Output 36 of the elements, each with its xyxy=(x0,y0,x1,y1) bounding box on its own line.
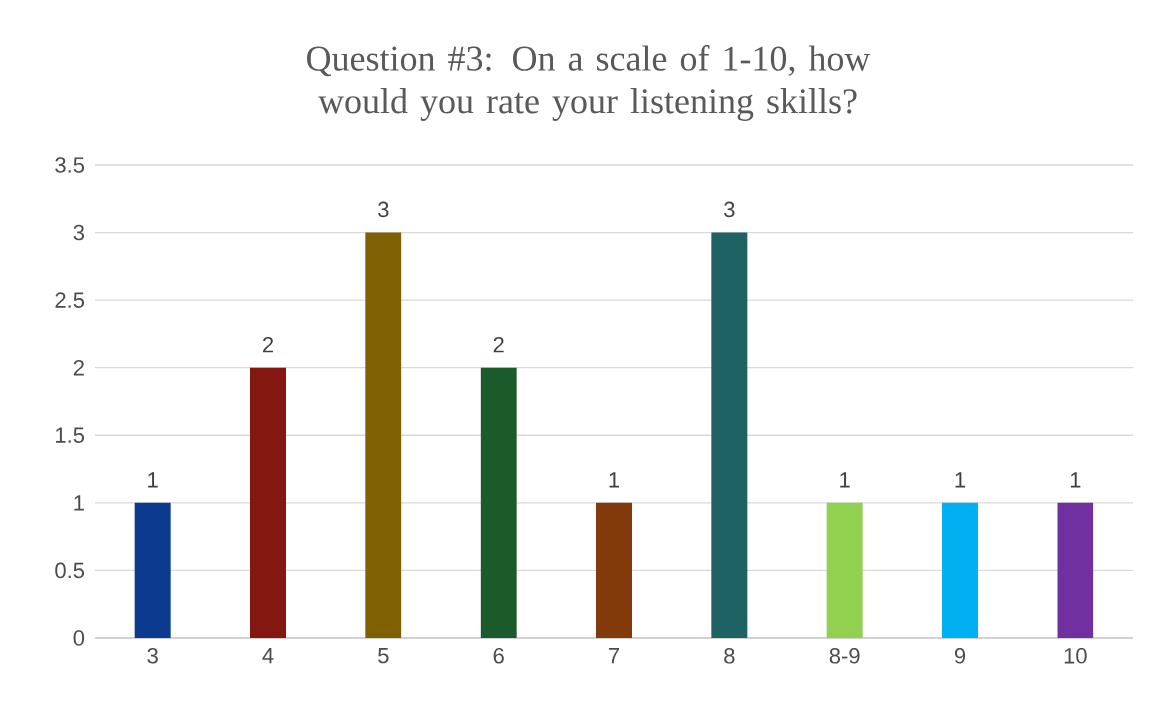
data-label: 1 xyxy=(148,472,158,488)
bar xyxy=(596,502,632,638)
x-tick-label: 9 xyxy=(954,648,966,664)
x-tick-label: 6 xyxy=(493,648,504,664)
x-tick-label: 7 xyxy=(609,648,620,664)
x-tick-label: 10 xyxy=(1064,648,1087,664)
bar xyxy=(480,367,517,638)
bar xyxy=(942,502,978,638)
bar xyxy=(250,367,287,638)
y-tick-label: 0 xyxy=(73,630,85,646)
x-tick-label: 8 xyxy=(724,648,735,664)
bar xyxy=(711,232,748,638)
data-label: 2 xyxy=(263,336,274,353)
y-tick-label: 2 xyxy=(73,360,84,376)
data-label: 1 xyxy=(609,472,620,488)
x-tick-label: 3 xyxy=(147,648,158,664)
data-label: 1 xyxy=(840,472,850,488)
y-tick-label: 2.5 xyxy=(55,292,85,308)
y-tick-label: 0.5 xyxy=(55,562,85,579)
x-tick-label: 5 xyxy=(378,648,389,664)
data-label: 2 xyxy=(493,336,504,353)
data-label: 3 xyxy=(724,201,735,218)
bar xyxy=(826,502,863,638)
x-tick-label: 4 xyxy=(262,648,274,664)
y-tick-label: 1 xyxy=(74,495,84,511)
chart-title: Question #3: On a scale of 1-10, how would you rate your listening skills? xyxy=(307,45,871,121)
y-tick-label: 1.5 xyxy=(56,427,85,443)
data-label: 1 xyxy=(955,472,966,488)
y-tick-label: 3.5 xyxy=(55,157,85,173)
data-label: 1 xyxy=(1070,472,1081,488)
bar xyxy=(134,502,171,638)
y-tick-label: 3 xyxy=(73,224,84,241)
x-tick-label: 8-9 xyxy=(829,648,860,664)
bar xyxy=(1057,502,1094,638)
data-label: 3 xyxy=(378,201,389,218)
bar xyxy=(365,232,402,638)
